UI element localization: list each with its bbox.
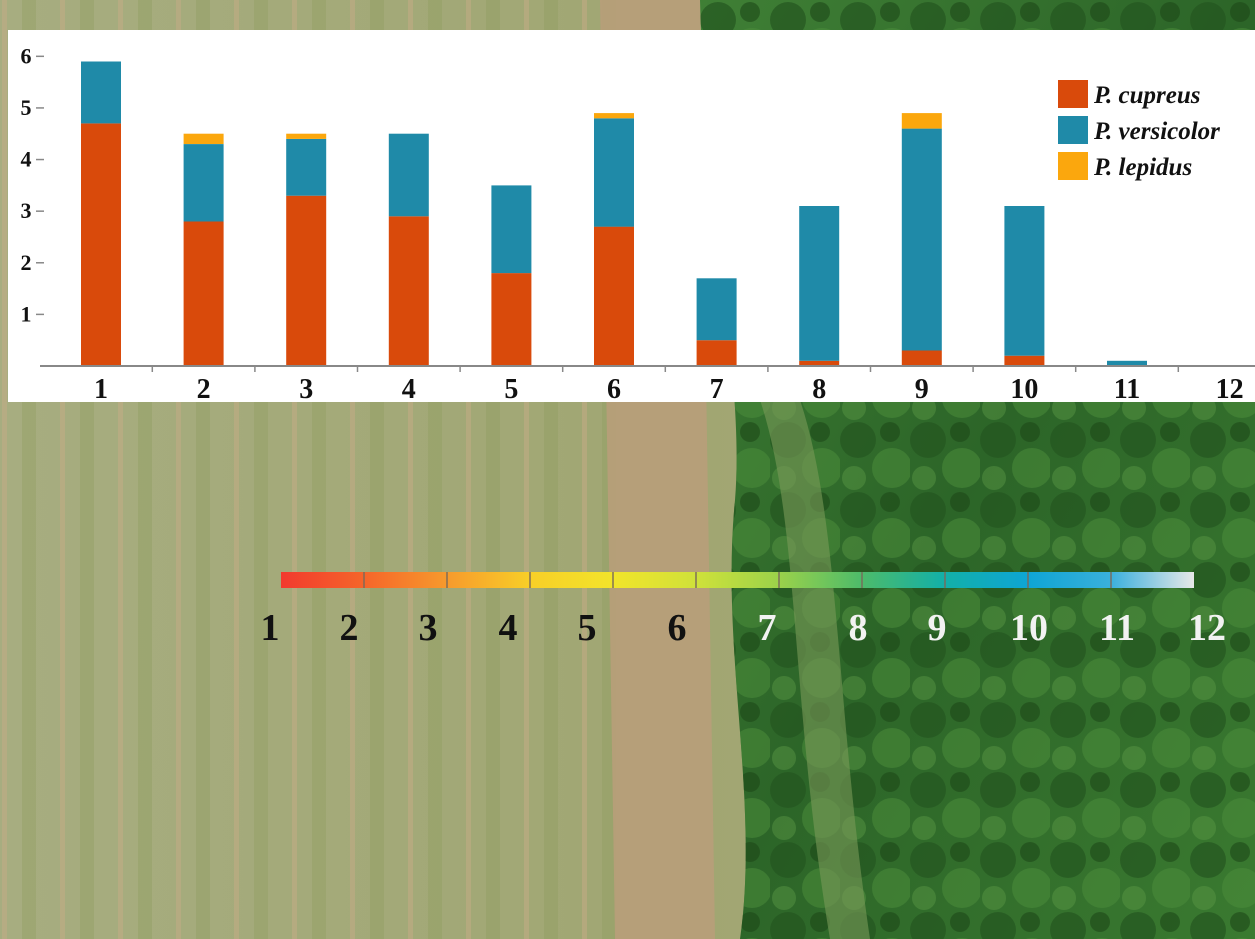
legend-label: P. versicolor (1093, 118, 1220, 145)
scale-label: 6 (668, 607, 687, 649)
bar-8-series-1 (799, 206, 840, 361)
scale-label: 7 (758, 607, 777, 649)
scale-label: 1 (261, 607, 280, 649)
x-tick-label: 10 (1010, 374, 1038, 405)
bars-layer (81, 61, 1147, 367)
bar-11-series-1 (1107, 360, 1147, 366)
scale-label: 5 (578, 607, 597, 649)
forest-path (760, 400, 870, 939)
bar-2-series-2 (183, 133, 224, 144)
scale-gradient (281, 572, 1194, 588)
color-scale-bar: 1 2 3 4 5 6 7 8 9 10 11 12 (261, 572, 1226, 649)
y-tick-label: 6 (21, 43, 32, 68)
y-tick-label: 5 (21, 95, 32, 120)
x-tick-label: 1 (94, 374, 108, 405)
bar-7-series-0 (696, 340, 737, 366)
x-tick-label: 3 (299, 374, 313, 405)
legend: P. cupreus P. versicolor P. lepidus (1058, 80, 1220, 181)
bar-8-series-0 (799, 360, 840, 366)
legend-swatch (1058, 80, 1088, 108)
bar-3-series-0 (286, 195, 327, 366)
bar-2-series-1 (183, 144, 224, 222)
bar-5-series-0 (491, 273, 532, 366)
bar-2-series-0 (183, 221, 224, 366)
scale-label: 4 (499, 607, 518, 649)
scale-label: 8 (849, 607, 868, 649)
x-tick-label: 2 (197, 374, 211, 405)
legend-label: P. lepidus (1093, 154, 1192, 181)
scale-label: 2 (340, 607, 359, 649)
scale-label: 11 (1099, 607, 1135, 649)
scale-label: 12 (1188, 607, 1226, 649)
bar-6-series-1 (594, 118, 634, 227)
bar-4-series-0 (388, 216, 429, 366)
bar-9-series-2 (901, 113, 942, 129)
legend-swatch (1058, 152, 1088, 180)
scale-label: 3 (419, 607, 438, 649)
bar-5-series-1 (491, 185, 532, 274)
bar-10-series-1 (1004, 206, 1045, 356)
legend-swatch (1058, 116, 1088, 144)
bar-10-series-0 (1004, 355, 1045, 366)
scale-label: 10 (1010, 607, 1048, 649)
y-axis-ticks: 1 2 3 4 5 6 (21, 43, 44, 326)
x-axis-ticks: 1 2 3 4 5 6 7 8 9 10 11 12 (94, 366, 1244, 405)
y-tick-label: 4 (21, 147, 32, 172)
bar-3-series-2 (286, 133, 327, 139)
bar-9-series-0 (901, 350, 942, 366)
x-tick-label: 7 (710, 374, 724, 405)
x-tick-label: 4 (402, 374, 416, 405)
bar-9-series-1 (901, 128, 942, 351)
x-tick-label: 8 (812, 374, 826, 405)
bar-4-series-1 (388, 133, 429, 217)
x-tick-label: 12 (1216, 374, 1244, 405)
legend-label: P. cupreus (1093, 82, 1201, 109)
bar-3-series-1 (286, 138, 327, 196)
bar-7-series-1 (696, 278, 737, 341)
bar-6-series-0 (594, 226, 634, 366)
y-tick-label: 3 (21, 198, 32, 223)
bar-1-series-1 (81, 61, 121, 124)
bar-6-series-2 (594, 113, 634, 119)
bar-1-series-0 (81, 123, 121, 367)
x-tick-label: 9 (915, 374, 929, 405)
x-tick-label: 6 (607, 374, 621, 405)
x-tick-label: 11 (1114, 374, 1140, 405)
scale-label: 9 (928, 607, 947, 649)
y-tick-label: 2 (21, 250, 32, 275)
y-tick-label: 1 (21, 301, 32, 326)
x-tick-label: 5 (504, 374, 518, 405)
